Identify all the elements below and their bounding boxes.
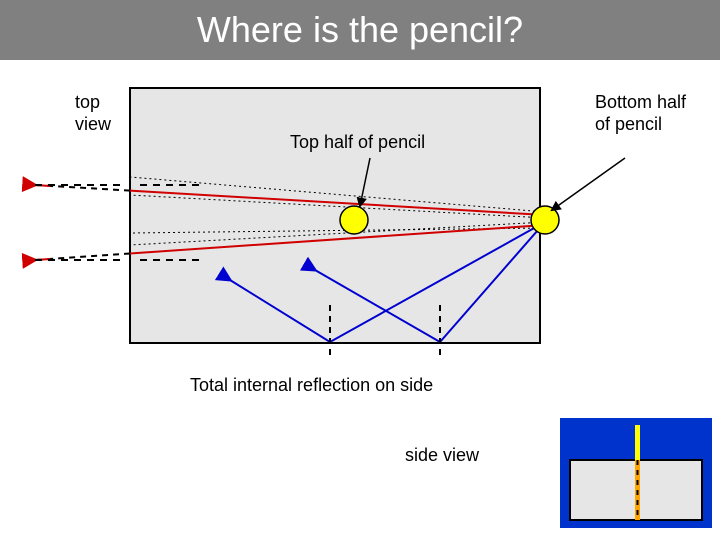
red-ray-arrow bbox=[35, 185, 130, 191]
pencil-virtual bbox=[340, 206, 368, 234]
red-ray bbox=[130, 225, 545, 253]
diagram-svg: Top half of pencil bbox=[0, 0, 720, 540]
glass-block bbox=[130, 88, 540, 343]
blue-ray bbox=[230, 222, 545, 342]
blue-ray bbox=[315, 222, 545, 342]
side-pencil-top bbox=[635, 425, 640, 460]
page-title: Where is the pencil? bbox=[197, 9, 523, 51]
pointer-arrow bbox=[552, 158, 625, 210]
title-bar: Where is the pencil? bbox=[0, 0, 720, 60]
dotted-ray bbox=[130, 177, 545, 212]
pencil-real bbox=[531, 206, 559, 234]
dotted-ray bbox=[130, 222, 545, 245]
label-top-view: top view bbox=[75, 92, 111, 135]
red-ray-arrow bbox=[35, 253, 130, 260]
side-panel bbox=[560, 418, 712, 528]
dotted-ray bbox=[130, 195, 545, 218]
dotted-ray bbox=[130, 228, 545, 233]
label-bottom-half: Bottom half of pencil bbox=[595, 92, 686, 135]
label-top-half: Top half of pencil bbox=[290, 132, 425, 152]
red-ray-ext bbox=[35, 185, 130, 191]
label-tir: Total internal reflection on side bbox=[190, 375, 433, 396]
side-glass bbox=[570, 460, 702, 520]
side-pencil-bottom bbox=[635, 460, 640, 520]
pointer-arrow bbox=[360, 158, 370, 206]
red-ray bbox=[130, 191, 545, 215]
label-side-view: side view bbox=[405, 445, 479, 466]
red-ray-ext bbox=[35, 253, 130, 260]
